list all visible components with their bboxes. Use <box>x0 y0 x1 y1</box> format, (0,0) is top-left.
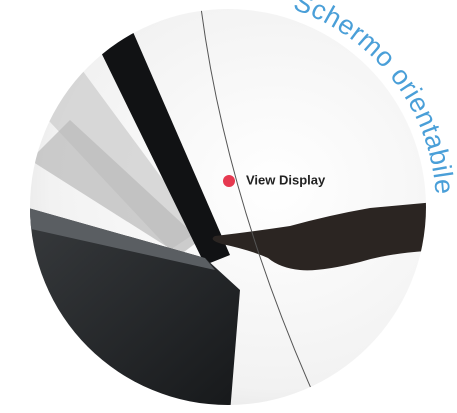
hotspot-dot[interactable] <box>223 175 235 187</box>
hotspot-label[interactable]: View Display <box>246 172 326 187</box>
hotspot[interactable]: View Display <box>223 172 326 187</box>
